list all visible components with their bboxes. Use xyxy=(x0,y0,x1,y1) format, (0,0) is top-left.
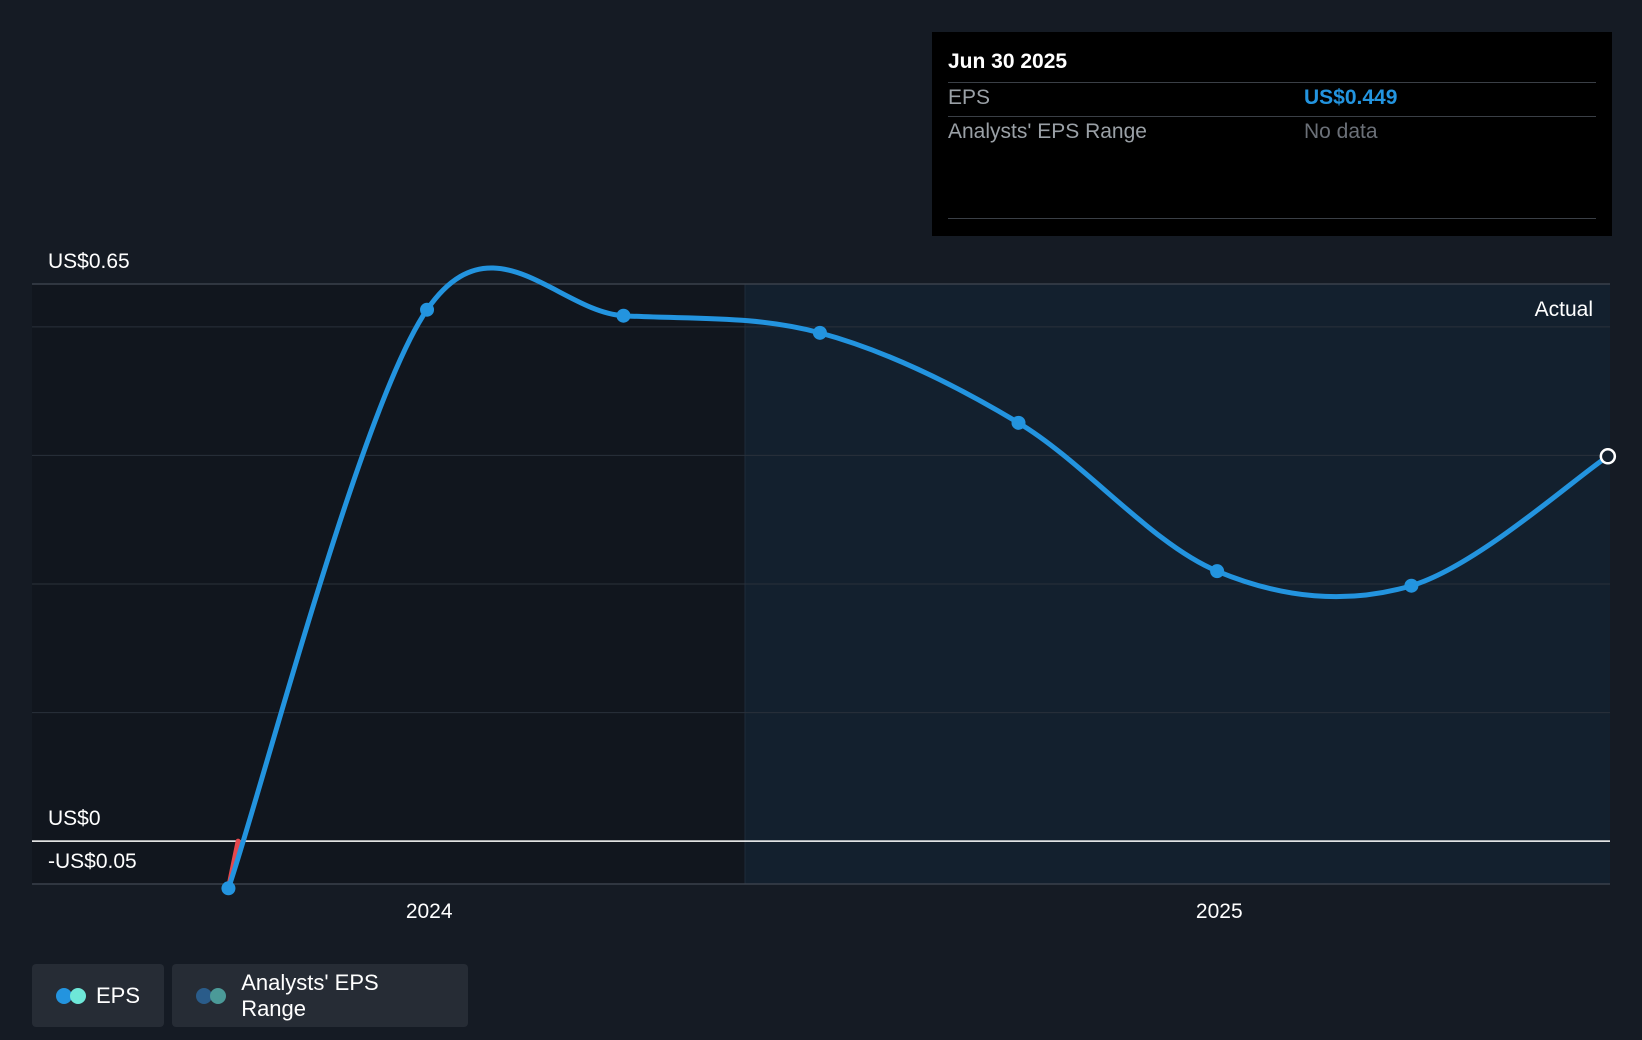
y-tick-labels: US$0.65 US$0 -US$0.05 xyxy=(48,250,137,873)
eps-data-point[interactable] xyxy=(221,881,236,896)
eps-data-point[interactable] xyxy=(420,302,435,317)
tooltip-date: Jun 30 2025 xyxy=(948,50,1068,73)
legend-label-eps: EPS xyxy=(95,982,140,1008)
tooltip-eps-label: EPS xyxy=(948,86,991,109)
eps-data-point[interactable] xyxy=(1404,578,1419,593)
eps-series-line xyxy=(225,265,1611,891)
eps-data-points xyxy=(221,302,1617,896)
actual-region-label: Actual xyxy=(1535,298,1593,321)
tooltip-eps-value: US$0.449 xyxy=(1304,86,1398,109)
legend-item-eps[interactable]: EPS xyxy=(32,964,164,1027)
eps-legend-icon xyxy=(56,987,86,1004)
eps-data-point[interactable] xyxy=(616,308,631,323)
y-tick-label: -US$0.05 xyxy=(48,850,137,873)
legend-label-analysts-range: Analysts' EPS Range xyxy=(241,969,379,1021)
tooltip-range-label: Analysts' EPS Range xyxy=(948,120,1147,143)
eps-data-point[interactable] xyxy=(1210,564,1225,579)
tooltip-range-value: No data xyxy=(1304,120,1378,143)
x-tick-label: 2024 xyxy=(406,900,453,923)
tooltip-divider xyxy=(948,82,1596,83)
hover-tooltip: Jun 30 2025 EPS US$0.449 Analysts' EPS R… xyxy=(932,32,1612,236)
analysts-range-legend-icon xyxy=(196,987,226,1004)
eps-data-point[interactable] xyxy=(812,325,827,340)
tooltip-divider xyxy=(948,116,1596,117)
eps-data-point[interactable] xyxy=(1599,448,1617,465)
grid-lines xyxy=(32,326,1610,714)
legend-item-analysts-range[interactable]: Analysts' EPS Range xyxy=(172,964,468,1027)
y-tick-label: US$0 xyxy=(48,807,101,830)
eps-data-point[interactable] xyxy=(1011,415,1026,430)
x-tick-label: 2025 xyxy=(1196,900,1243,923)
y-tick-label: US$0.65 xyxy=(48,250,130,273)
tooltip-divider xyxy=(948,218,1596,219)
x-tick-labels: 2024 2025 xyxy=(406,900,1243,923)
